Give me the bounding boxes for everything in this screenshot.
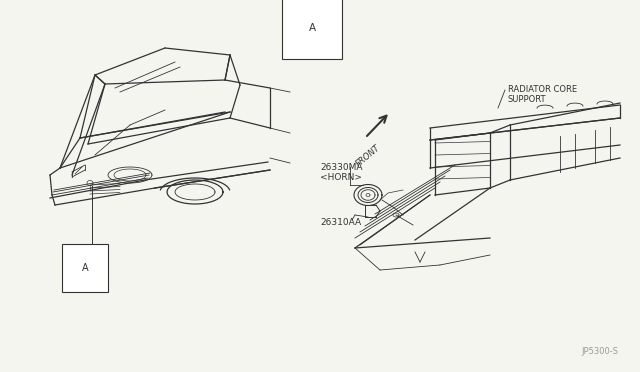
Text: RADIATOR CORE
SUPPORT: RADIATOR CORE SUPPORT [508,85,577,105]
Text: 26310AA: 26310AA [320,218,361,227]
Text: A: A [82,263,88,273]
Text: 26330MA
<HORN>: 26330MA <HORN> [320,163,362,182]
Text: A: A [308,23,316,33]
Text: JP5300-S: JP5300-S [581,347,618,356]
Text: FRONT: FRONT [354,143,382,169]
